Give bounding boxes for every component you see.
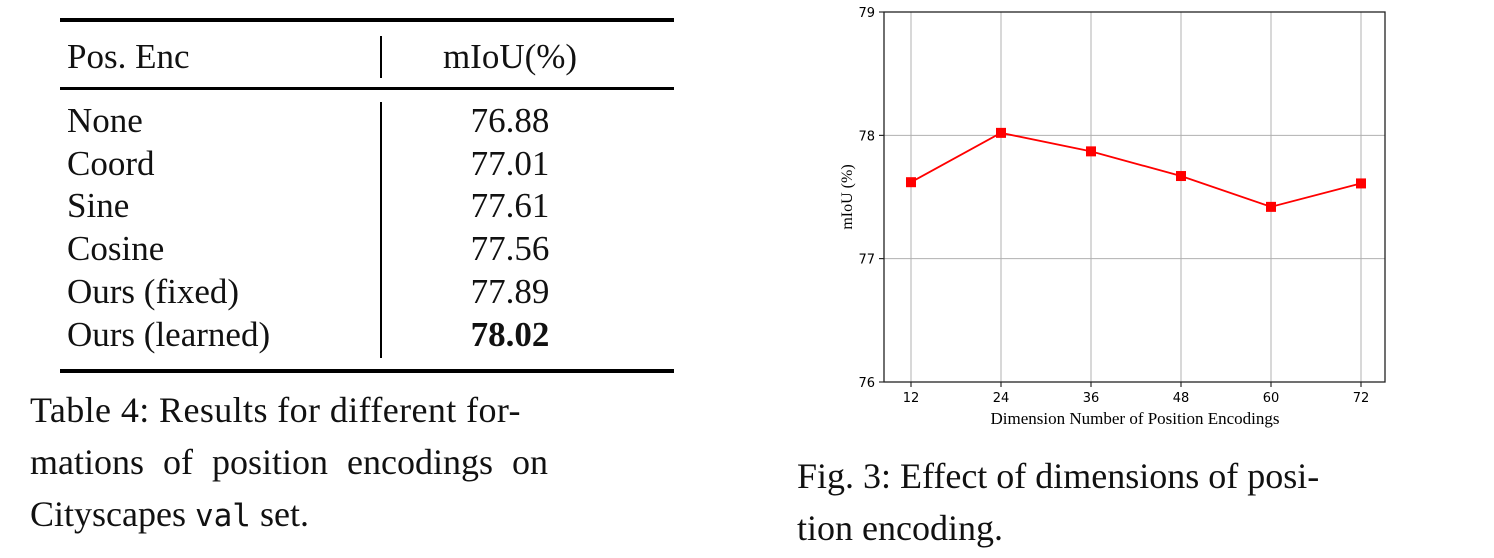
y-tick-label: 76 bbox=[858, 376, 875, 391]
x-tick-label: 72 bbox=[1353, 391, 1370, 406]
table-bottom-rule bbox=[60, 369, 674, 373]
table-caption-line3: Cityscapes val set. bbox=[30, 488, 309, 542]
data-point bbox=[1266, 201, 1276, 212]
header-miou: mIoU(%) bbox=[442, 37, 578, 76]
column-divider bbox=[380, 102, 382, 358]
x-tick-label: 24 bbox=[993, 391, 1010, 406]
row-miou: 77.01 bbox=[470, 143, 550, 183]
header-pos-enc: Pos. Enc bbox=[67, 37, 190, 76]
row-method: Sine bbox=[67, 186, 130, 226]
caption-text: set. bbox=[250, 494, 309, 534]
header-divider bbox=[380, 36, 382, 78]
data-point bbox=[1176, 171, 1186, 182]
y-tick-label: 78 bbox=[858, 129, 875, 144]
row-method: Cosine bbox=[67, 229, 165, 269]
row-miou: 77.61 bbox=[470, 186, 550, 226]
x-axis-label: Dimension Number of Position Encodings bbox=[991, 409, 1280, 428]
y-tick-label: 77 bbox=[858, 253, 875, 268]
caption-code: val bbox=[194, 498, 251, 534]
table-top-rule bbox=[60, 18, 674, 22]
row-method: Ours (fixed) bbox=[67, 271, 240, 311]
row-method: Ours (learned) bbox=[67, 314, 271, 354]
row-miou: 77.56 bbox=[470, 229, 550, 269]
row-miou: 76.88 bbox=[470, 101, 550, 140]
y-tick-label: 79 bbox=[858, 6, 875, 21]
row-miou: 78.02 bbox=[470, 314, 550, 354]
y-axis-label: mIoU (%) bbox=[839, 164, 856, 229]
row-method: Coord bbox=[67, 143, 155, 183]
x-tick-label: 12 bbox=[903, 391, 920, 406]
table-caption-line1: Table 4: Results for different for- bbox=[30, 390, 521, 430]
caption-text: Cityscapes bbox=[30, 494, 195, 534]
plot-frame bbox=[883, 11, 1386, 383]
row-miou: 77.89 bbox=[470, 271, 550, 311]
x-tick-label: 36 bbox=[1083, 391, 1100, 406]
figure-caption-line1: Fig. 3: Effect of dimensions of posi- bbox=[797, 456, 1320, 496]
row-method: None bbox=[67, 101, 143, 140]
x-tick-label: 60 bbox=[1263, 391, 1280, 406]
data-point bbox=[1086, 146, 1096, 157]
x-tick-label: 48 bbox=[1173, 391, 1190, 406]
figure-caption-line2: tion encoding. bbox=[797, 508, 1003, 548]
data-point bbox=[1356, 178, 1366, 189]
table-caption-line2: mations of position encodings on bbox=[30, 442, 548, 482]
data-point bbox=[996, 127, 1006, 138]
data-point bbox=[906, 177, 916, 188]
table-mid-rule bbox=[60, 87, 674, 90]
series-line bbox=[910, 131, 1362, 208]
